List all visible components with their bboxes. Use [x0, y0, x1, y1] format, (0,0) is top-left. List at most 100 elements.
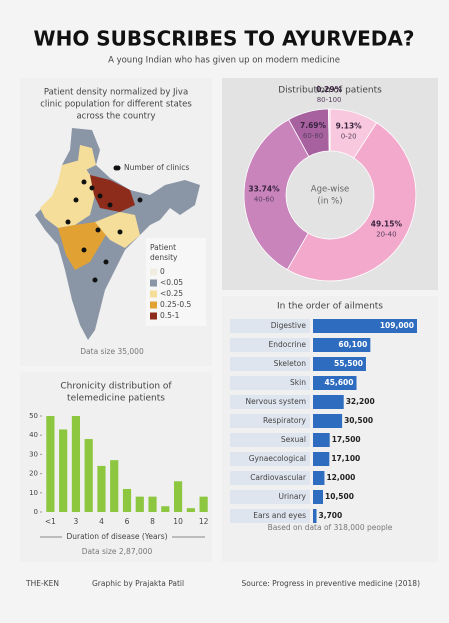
map-title: Patient density normalized by Jiva [44, 88, 188, 98]
slice-value-label: 33.74% [248, 184, 280, 193]
bar [313, 414, 343, 428]
map-region [95, 212, 140, 248]
chart-title: telemedicine patients [67, 394, 165, 404]
map-note: Data size 35,000 [80, 347, 144, 356]
bar [313, 433, 330, 447]
subtitle: A young Indian who has given up on moder… [108, 56, 340, 66]
y-tick-label: 20 [29, 470, 38, 478]
category-label: Skin [290, 378, 306, 387]
bar [313, 376, 357, 390]
value-label: 55,500 [334, 359, 363, 368]
bar [313, 319, 417, 333]
legend-title: Patient [150, 243, 176, 252]
bar [97, 465, 106, 512]
legend-swatch [150, 312, 157, 320]
map-region [90, 175, 135, 212]
legend-title: density [150, 253, 178, 262]
footer-source: Source: Progress in preventive medicine … [241, 579, 420, 588]
legend-swatch [150, 290, 157, 298]
category-label: Endocrine [269, 340, 307, 349]
category-box [230, 319, 310, 333]
bar [46, 416, 55, 512]
slice-category-label: 60-80 [303, 132, 323, 140]
bar [313, 338, 371, 352]
bar [135, 496, 144, 512]
slice-value-label: 9.13% [336, 122, 363, 131]
footer-brand: THE-KEN [25, 579, 59, 588]
bar [313, 490, 324, 504]
bar [173, 481, 183, 512]
y-tick-label: 30 [29, 450, 38, 458]
donut-center-label: Age-wise [311, 185, 349, 195]
bar [84, 439, 93, 512]
bar [122, 488, 132, 512]
y-tick-label: 10 [29, 489, 38, 497]
clinic-dot [89, 185, 95, 191]
bar [71, 416, 81, 512]
map-region [40, 160, 95, 228]
x-tick-label: 10 [173, 517, 183, 526]
category-box [230, 452, 310, 466]
map-title: across the country [76, 112, 155, 122]
chart-title: Distribution of patients [278, 86, 382, 96]
value-label: 17,500 [332, 435, 361, 444]
value-label: 32,200 [346, 397, 375, 406]
bar [59, 429, 68, 512]
category-box [230, 471, 310, 485]
category-label: Digestive [271, 321, 307, 330]
x-tick-label: 4 [99, 517, 104, 526]
chart-note: Based on data of 318,000 people [268, 523, 393, 532]
chart-title: In the order of ailments [277, 302, 383, 312]
x-tick-label: 3 [74, 517, 79, 526]
bar [186, 508, 195, 512]
donut-slice [243, 119, 310, 271]
category-label: Ears and eyes [253, 511, 306, 520]
donut-slice [328, 108, 331, 152]
donut-center-label: (in %) [317, 197, 342, 207]
value-label: 109,000 [380, 321, 414, 330]
value-label: 12,000 [326, 473, 355, 482]
clinic-dot [73, 197, 79, 203]
india-map [35, 128, 200, 340]
category-label: Respiratory [263, 416, 307, 425]
bar [161, 506, 170, 512]
y-tick-label: 40 [29, 431, 38, 439]
legend-label: <0.25 [160, 289, 183, 298]
value-label: 3,700 [319, 511, 343, 520]
category-box [230, 509, 310, 523]
clinic-legend-dot [115, 165, 121, 171]
category-box [230, 376, 310, 390]
bar [313, 452, 330, 466]
category-box [230, 338, 310, 352]
category-box [230, 395, 310, 409]
legend-swatch [150, 268, 157, 276]
value-label: 60,100 [338, 340, 367, 349]
bar [199, 496, 208, 512]
category-box [230, 490, 310, 504]
x-tick-label: 12 [199, 517, 209, 526]
value-label: 17,100 [331, 454, 360, 463]
x-tick-label: <1 [45, 517, 56, 526]
legend-swatch [150, 279, 157, 287]
category-label: Nervous system [246, 397, 307, 406]
clinic-dot [95, 227, 101, 233]
clinic-dot [117, 229, 123, 235]
slice-value-label: 7.69% [300, 121, 327, 130]
bar [110, 460, 119, 512]
donut-slice [286, 122, 417, 282]
clinic-dot [137, 197, 143, 203]
category-label: Gynaecological [249, 454, 306, 463]
map-title: clinic population for different states [40, 100, 192, 110]
category-label: Cardiovascular [250, 473, 307, 482]
chart-title: Chronicity distribution of [60, 382, 172, 392]
bar [313, 509, 317, 523]
chart-note: Data size 2,87,000 [82, 547, 153, 556]
slice-category-label: 80-100 [317, 96, 342, 104]
slice-category-label: 20-40 [376, 230, 396, 238]
legend-label: 0.25-0.5 [160, 300, 192, 309]
legend-label: 0 [160, 267, 165, 276]
legend-label: 0.5-1 [160, 311, 180, 320]
clinic-dot [97, 193, 103, 199]
x-tick-label: 8 [150, 517, 155, 526]
